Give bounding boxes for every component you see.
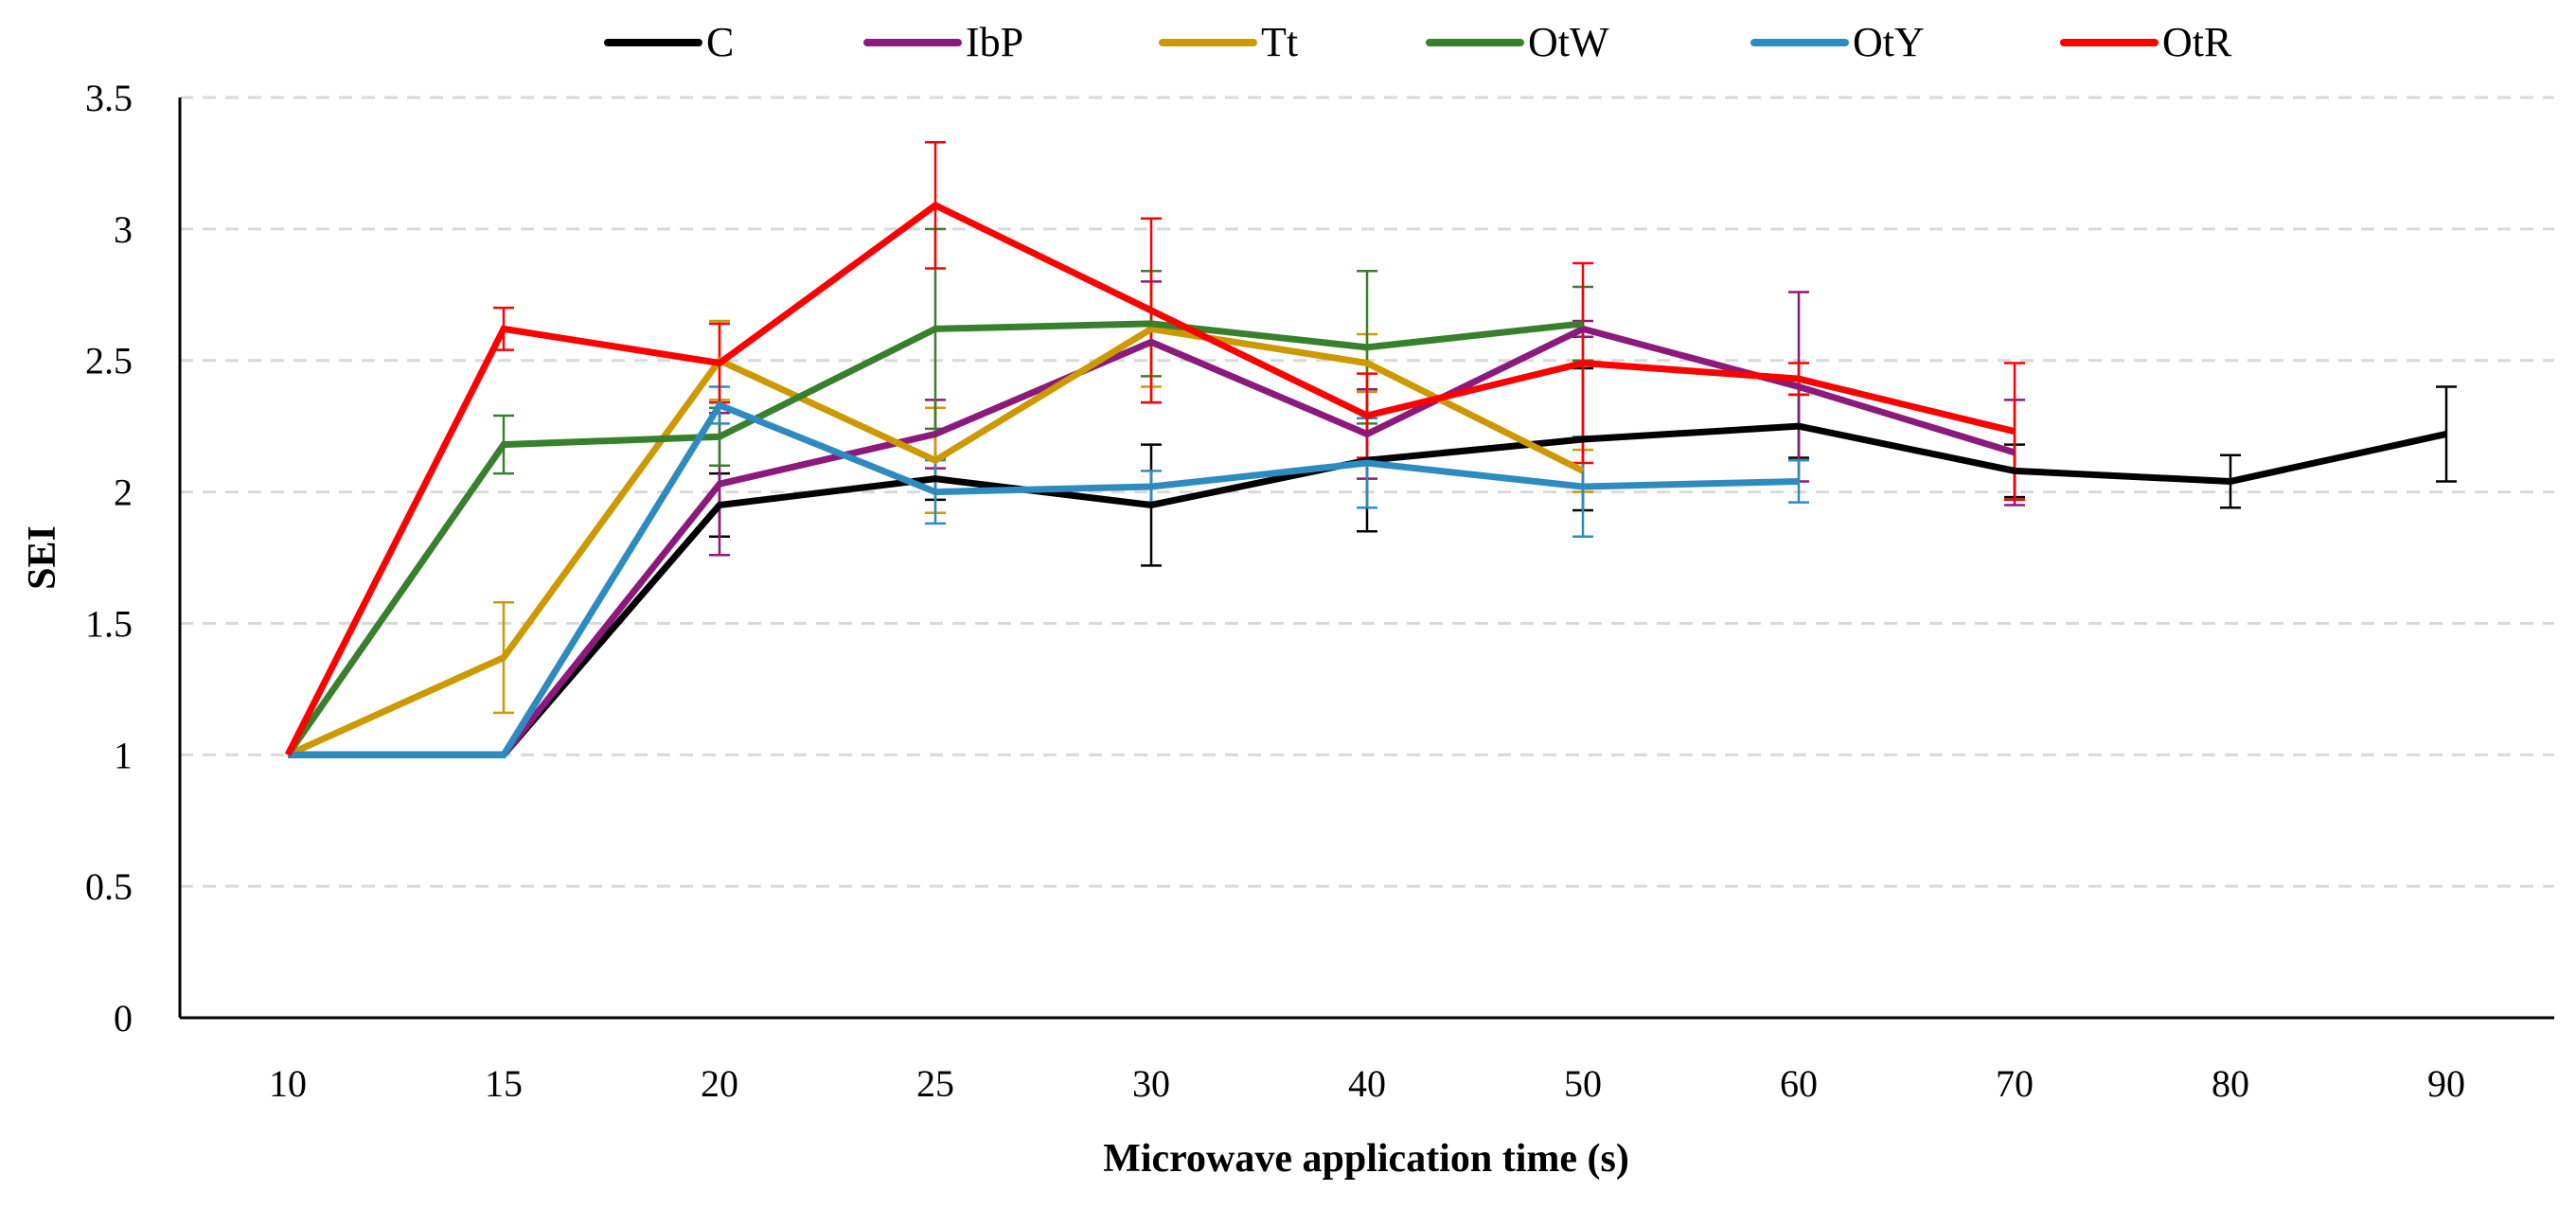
x-tick-label: 30 xyxy=(1132,1062,1170,1105)
y-tick-label: 2.5 xyxy=(85,340,133,382)
series-line-oty xyxy=(288,400,1800,758)
x-tick-label: 10 xyxy=(269,1062,307,1105)
y-tick-label: 3.5 xyxy=(85,77,133,119)
x-tick-labels: 10 15 20 25 30 40 50 60 70 80 90 xyxy=(269,1062,2465,1105)
legend: C IbP Tt OtW OtY OtR xyxy=(604,19,2232,65)
y-tick-label: 2 xyxy=(114,471,133,514)
legend-item-ibp: IbP xyxy=(863,19,1023,65)
x-tick-label: 15 xyxy=(485,1062,523,1105)
x-axis-title: Microwave application time (s) xyxy=(1103,1137,1629,1181)
x-tick-label: 40 xyxy=(1348,1062,1386,1105)
series-line-otw xyxy=(285,320,1584,757)
y-tick-label: 1.5 xyxy=(85,602,133,645)
legend-item-oty: OtY xyxy=(1750,19,1925,65)
x-tick-label: 20 xyxy=(701,1062,738,1105)
legend-label: OtR xyxy=(2162,19,2232,65)
y-tick-label: 0 xyxy=(114,997,133,1040)
legend-item-c: C xyxy=(604,19,734,65)
legend-item-otw: OtW xyxy=(1426,19,1609,65)
x-tick-label: 60 xyxy=(1780,1062,1818,1105)
x-tick-label: 25 xyxy=(916,1062,954,1105)
legend-item-otr: OtR xyxy=(2060,19,2232,65)
legend-label: OtY xyxy=(1853,19,1925,65)
series-line-tt xyxy=(286,325,1585,758)
y-tick-label: 1 xyxy=(114,734,133,776)
x-tick-label: 90 xyxy=(2427,1062,2465,1105)
axes xyxy=(178,98,2554,1020)
legend-label: IbP xyxy=(966,19,1023,65)
y-tick-label: 0.5 xyxy=(85,865,133,908)
y-tick-label: 3 xyxy=(114,208,133,251)
legend-item-tt: Tt xyxy=(1159,19,1298,65)
series-line-ibp xyxy=(288,325,2016,758)
legend-label: OtW xyxy=(1528,19,1609,65)
series-line-otr xyxy=(284,201,2016,756)
series-lines xyxy=(284,201,2447,758)
legend-label: C xyxy=(706,19,734,65)
legend-label: Tt xyxy=(1261,19,1298,65)
x-tick-label: 70 xyxy=(1996,1062,2034,1105)
y-axis-title: SEI xyxy=(21,525,64,590)
x-tick-label: 80 xyxy=(2212,1062,2249,1105)
x-tick-label: 50 xyxy=(1564,1062,1602,1105)
y-tick-labels: 0 0.5 1 1.5 2 2.5 3 3.5 xyxy=(85,77,133,1040)
